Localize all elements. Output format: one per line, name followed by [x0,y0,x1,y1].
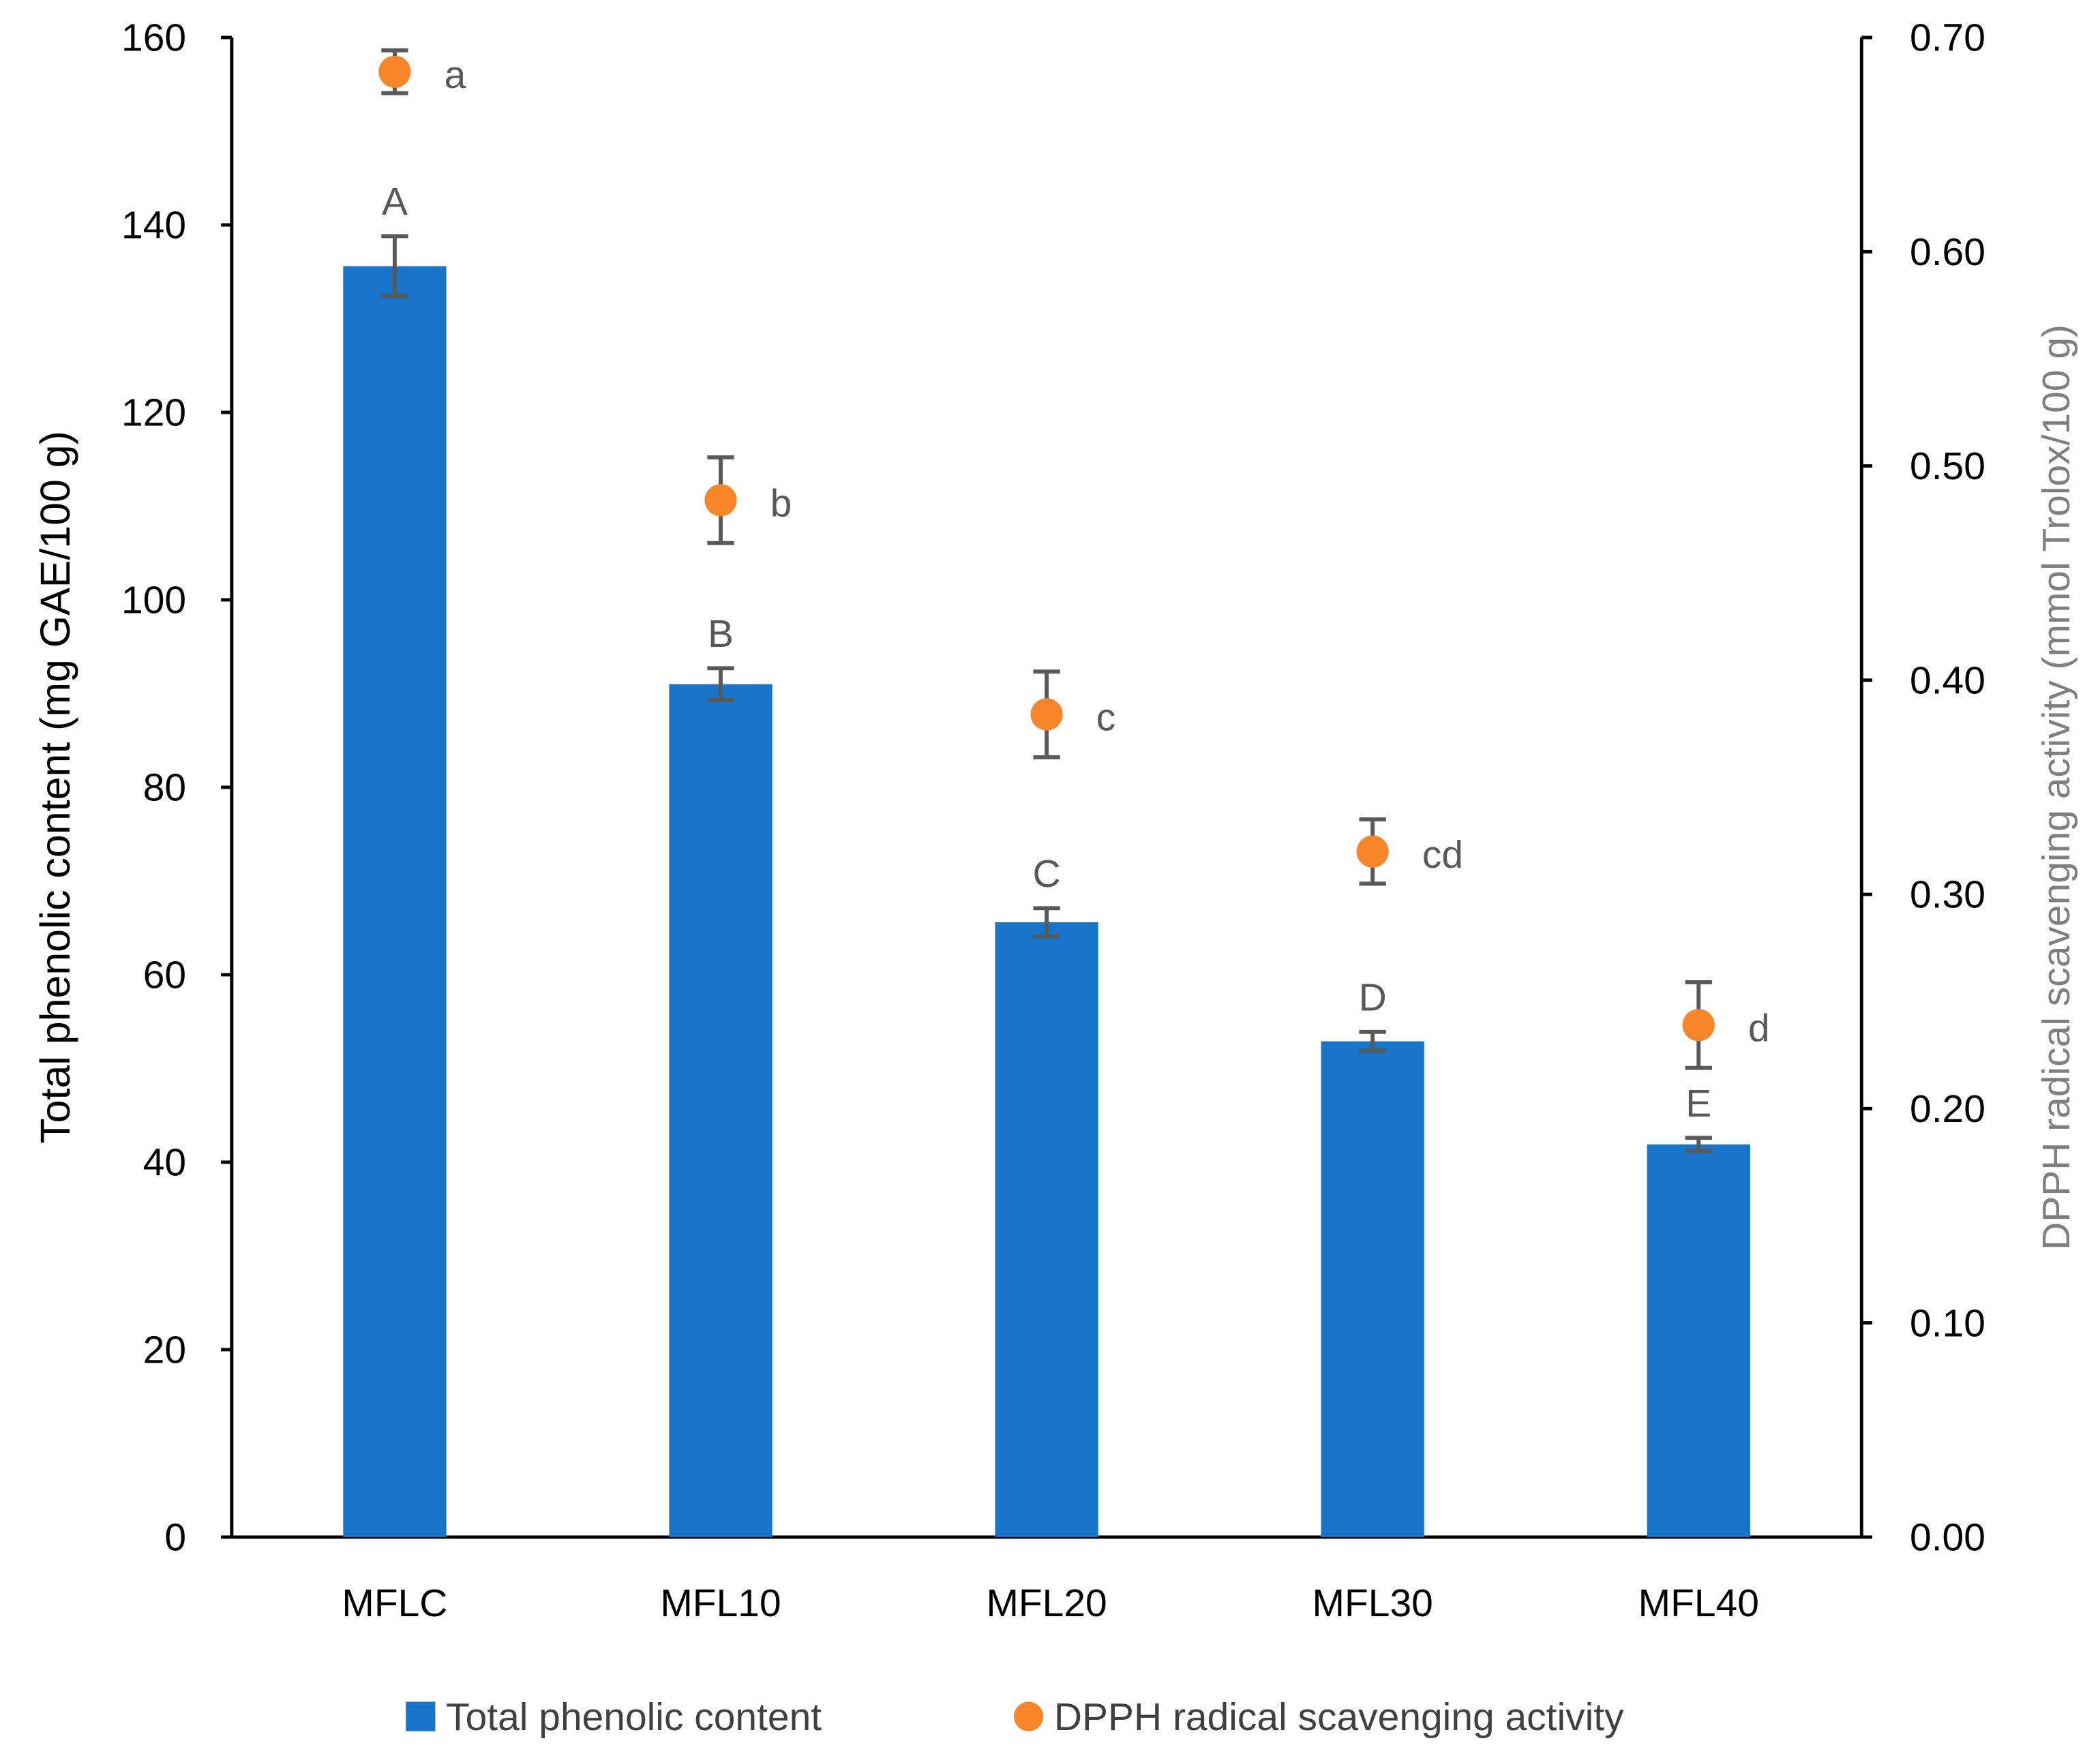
bar-significance-letter: D [1359,975,1387,1019]
left-tick-label: 60 [143,954,186,997]
right-tick-label: 0.40 [1910,658,1985,702]
right-tick-label: 0.00 [1910,1516,1985,1560]
right-tick-label: 0.10 [1910,1301,1985,1345]
bar-significance-letter: C [1033,852,1061,896]
x-tick-label: MFL40 [1638,1581,1759,1625]
bar-mfl40 [1647,1144,1750,1537]
right-axis-title: DPPH radical scavenging activity (mmol T… [2035,324,2078,1250]
left-tick-label: 40 [143,1141,186,1185]
legend-bar-swatch [406,1701,436,1731]
dot-significance-letter: d [1748,1006,1770,1050]
x-tick-label: MFL30 [1312,1581,1433,1625]
right-tick-label: 0.30 [1910,873,1985,917]
legend-label-dpph: DPPH radical scavenging activity [1054,1695,1624,1739]
bar-significance-letter: A [382,180,408,224]
left-tick-label: 80 [143,766,186,810]
dot-significance-letter: c [1096,696,1115,740]
left-axis-title: Total phenolic content (mg GAE/100 g) [32,431,78,1144]
dot-significance-letter: a [445,53,466,97]
legend: Total phenolic content DPPH radical scav… [406,1695,1624,1739]
bar-significance-letter: B [708,612,734,656]
x-tick-label: MFL20 [986,1581,1107,1625]
bar-mfl30 [1321,1041,1424,1537]
dpph-point-mfl10 [704,484,737,517]
left-tick-label: 160 [121,16,186,60]
bar-mflc [343,266,447,1537]
x-tick-label: MFL10 [660,1581,781,1625]
dpph-point-mfl40 [1682,1009,1715,1042]
dpph-point-mflc [378,55,411,88]
right-tick-label: 0.50 [1910,444,1985,488]
dpph-point-mfl30 [1356,835,1389,868]
dpph-point-mfl20 [1030,698,1063,731]
left-tick-label: 120 [121,391,186,435]
left-tick-label: 20 [143,1329,186,1372]
left-tick-label: 140 [121,204,186,247]
dot-significance-letter: b [770,481,792,525]
left-tick-label: 0 [164,1516,186,1560]
legend-dot-swatch [1013,1701,1044,1731]
bar-mfl10 [669,684,772,1537]
x-tick-label: MFLC [342,1581,447,1625]
bar-significance-letter: E [1685,1082,1711,1125]
legend-label-tpc: Total phenolic content [446,1695,822,1739]
dot-significance-letter: cd [1422,833,1463,877]
bar-mfl20 [995,922,1098,1537]
right-tick-label: 0.60 [1910,230,1985,274]
left-tick-label: 100 [121,579,186,622]
right-tick-label: 0.20 [1910,1087,1985,1131]
right-tick-label: 0.70 [1910,16,1985,60]
